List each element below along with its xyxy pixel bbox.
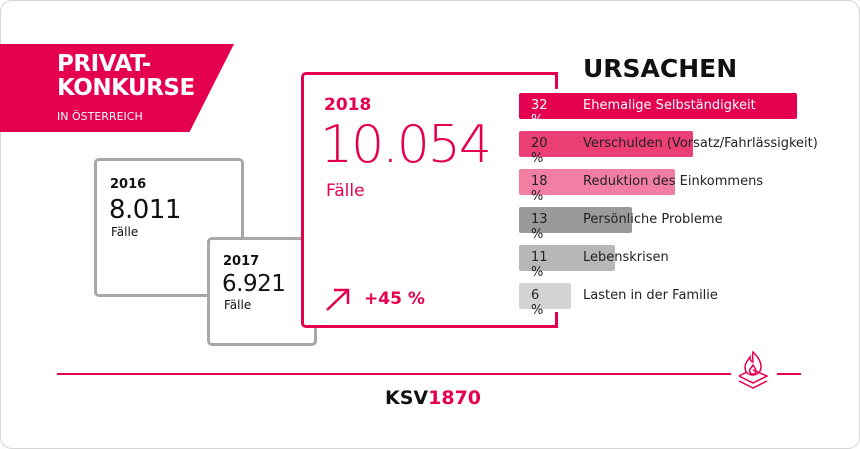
unit-label: Fälle xyxy=(111,225,139,239)
fire-layers-icon xyxy=(738,350,769,389)
cause-percent: 20 % xyxy=(531,136,548,166)
cause-label: Ehemalige Selbständigkeit xyxy=(583,98,756,113)
unit-label: Fälle xyxy=(326,181,365,201)
divider-line xyxy=(57,373,731,375)
cause-percent: 32 % xyxy=(531,98,548,128)
year-label: 2018 xyxy=(324,95,372,115)
arrow-up-right-icon xyxy=(326,288,350,311)
year-label: 2016 xyxy=(110,177,147,192)
cause-bar xyxy=(519,207,632,233)
cause-label: Lebenskrisen xyxy=(583,250,669,265)
cause-label: Verschulden (Vorsatz/Fahrlässigkeit) xyxy=(583,136,818,151)
cause-bar xyxy=(519,283,572,309)
case-count: 10.054 xyxy=(320,115,492,175)
cause-label: Lasten in der Familie xyxy=(583,288,718,303)
banner-subtitle: IN ÖSTERREICH xyxy=(57,110,143,123)
cause-bar xyxy=(519,245,615,271)
ksv-logo: KSV1870 xyxy=(385,387,482,409)
cause-percent: 6 % xyxy=(531,288,544,318)
year-label: 2017 xyxy=(223,254,260,269)
border-segment xyxy=(555,312,558,328)
cause-bar xyxy=(519,93,797,119)
unit-label: Fälle xyxy=(224,298,252,312)
cause-label: Persönliche Probleme xyxy=(583,212,723,227)
cause-percent: 13 % xyxy=(531,212,548,242)
divider-line xyxy=(777,373,801,375)
cause-percent: 11 % xyxy=(531,250,548,280)
cause-bar xyxy=(519,169,676,195)
year-2016-card: 2016 8.011 Fälle xyxy=(94,158,244,297)
causes-title: URSACHEN xyxy=(583,54,738,83)
case-count: 8.011 xyxy=(109,195,181,225)
change-percent: +45 % xyxy=(364,289,425,309)
border-segment xyxy=(555,72,558,89)
year-2017-card: 2017 6.921 Fälle xyxy=(207,237,317,346)
cause-label: Reduktion des Einkommens xyxy=(583,174,764,189)
banner-title: PRIVAT- KONKURSE xyxy=(57,51,195,101)
year-2018-card: 2018 10.054 Fälle +45 % xyxy=(301,72,558,328)
cause-bar xyxy=(519,131,693,157)
case-count: 6.921 xyxy=(222,271,286,297)
cause-percent: 18 % xyxy=(531,174,548,204)
title-banner xyxy=(0,44,234,132)
